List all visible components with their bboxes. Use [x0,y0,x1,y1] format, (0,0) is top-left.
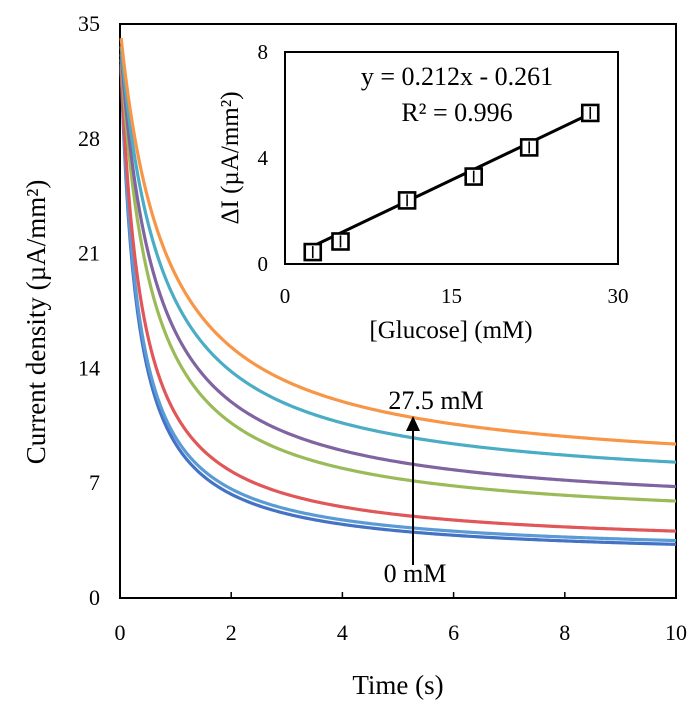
main-y-axis-label: Current density (µA/mm²) [21,180,51,465]
inset-points-group [303,103,600,262]
inset-y-tick-label: 0 [258,252,269,276]
main-y-ticks: 0 7 14 21 28 35 [78,11,100,610]
inset-y-tick-label: 8 [258,40,269,64]
inset-x-tick-label: 30 [608,284,629,308]
inset-x-axis-label: [Glucose] (mM) [369,317,532,344]
series-line-2 [119,64,677,543]
inset-fit-group [312,112,591,248]
series-line-1 [119,68,677,546]
inset-x-tick-label: 15 [441,284,462,308]
main-x-tick-label: 10 [665,620,687,645]
trend-arrow-head [406,416,420,431]
series-line-3 [119,67,677,533]
annotation-high: 27.5 mM [388,386,483,415]
main-y-tick-label: 14 [78,355,100,380]
main-y-tick-label: 28 [78,126,100,151]
inset-x-tick-label: 0 [280,284,291,308]
series-line-4 [119,59,677,503]
main-x-tick-label: 4 [337,620,348,645]
main-y-tick-label: 7 [89,470,100,495]
series-line-7 [119,37,677,446]
inset-y-tick-label: 4 [258,146,269,170]
main-series-group [119,37,677,546]
main-y-tick-label: 21 [78,241,100,266]
main-x-tick-label: 0 [115,620,126,645]
inset-fit-line [312,112,591,248]
inset-y-ticks: 0 4 8 [258,40,269,276]
series-line-6 [119,46,677,464]
inset-plot-frame [284,51,619,265]
inset-equation: y = 0.212x - 0.261 [361,62,553,91]
main-x-ticks: 0 2 4 6 8 10 [115,592,687,645]
inset-y-axis-label: ΔI (µA/mm²) [217,91,244,224]
main-x-tick-label: 2 [226,620,237,645]
inset-x-ticks: 0 15 30 [280,284,629,308]
main-x-axis-label: Time (s) [352,670,443,700]
annotation-low: 0 mM [384,559,447,588]
main-x-tick-label: 6 [448,620,459,645]
main-x-tick-label: 8 [559,620,570,645]
main-y-tick-label: 0 [89,585,100,610]
main-y-tick-label: 35 [78,11,100,36]
inset-r-squared: R² = 0.996 [401,98,512,127]
series-line-5 [119,53,677,489]
